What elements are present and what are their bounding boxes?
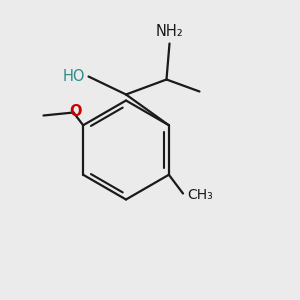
- Text: HO: HO: [63, 69, 86, 84]
- Text: CH₃: CH₃: [188, 188, 213, 202]
- Text: O: O: [69, 104, 81, 119]
- Text: NH₂: NH₂: [156, 24, 183, 39]
